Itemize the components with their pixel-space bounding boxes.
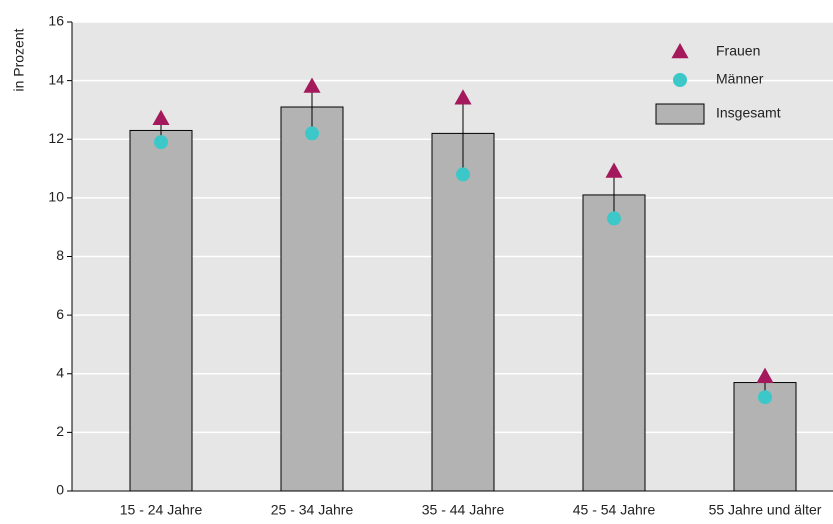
triangle-marker xyxy=(303,77,321,93)
y-tick-label: 14 xyxy=(48,71,64,87)
triangle-marker xyxy=(756,367,774,383)
y-tick-label: 8 xyxy=(56,247,64,263)
legend-symbol xyxy=(671,43,689,59)
triangle-marker xyxy=(605,162,623,178)
circle-marker xyxy=(305,126,319,141)
bar xyxy=(431,132,495,492)
circle-marker xyxy=(758,390,772,405)
legend-label: Insgesamt xyxy=(716,105,781,121)
legend-label: Männer xyxy=(716,71,764,87)
y-tick-label: 4 xyxy=(56,364,64,380)
x-tick-label: 45 - 54 Jahre xyxy=(573,502,656,518)
y-tick-label: 10 xyxy=(48,189,64,205)
y-tick-label: 2 xyxy=(56,423,64,439)
legend-label: Frauen xyxy=(716,43,760,59)
y-tick-label: 16 xyxy=(48,13,64,29)
circle-marker xyxy=(154,135,168,150)
circle-marker xyxy=(607,211,621,226)
y-tick-label: 12 xyxy=(48,130,64,146)
x-tick-label: 15 - 24 Jahre xyxy=(120,502,203,518)
legend-symbol xyxy=(673,73,687,87)
circle-marker xyxy=(456,167,470,182)
bar xyxy=(129,129,193,492)
bar xyxy=(582,194,646,492)
triangle-marker xyxy=(152,109,170,126)
y-tick-label: 6 xyxy=(56,306,64,322)
x-tick-label: 25 - 34 Jahre xyxy=(271,502,354,518)
legend-symbol xyxy=(655,103,705,125)
y-axis-label: in Prozent xyxy=(11,28,27,91)
y-tick-label: 0 xyxy=(56,482,64,498)
bar xyxy=(280,106,344,492)
x-tick-label: 35 - 44 Jahre xyxy=(422,502,505,518)
x-tick-label: 55 Jahre und älter xyxy=(709,502,822,518)
triangle-marker xyxy=(454,89,472,105)
